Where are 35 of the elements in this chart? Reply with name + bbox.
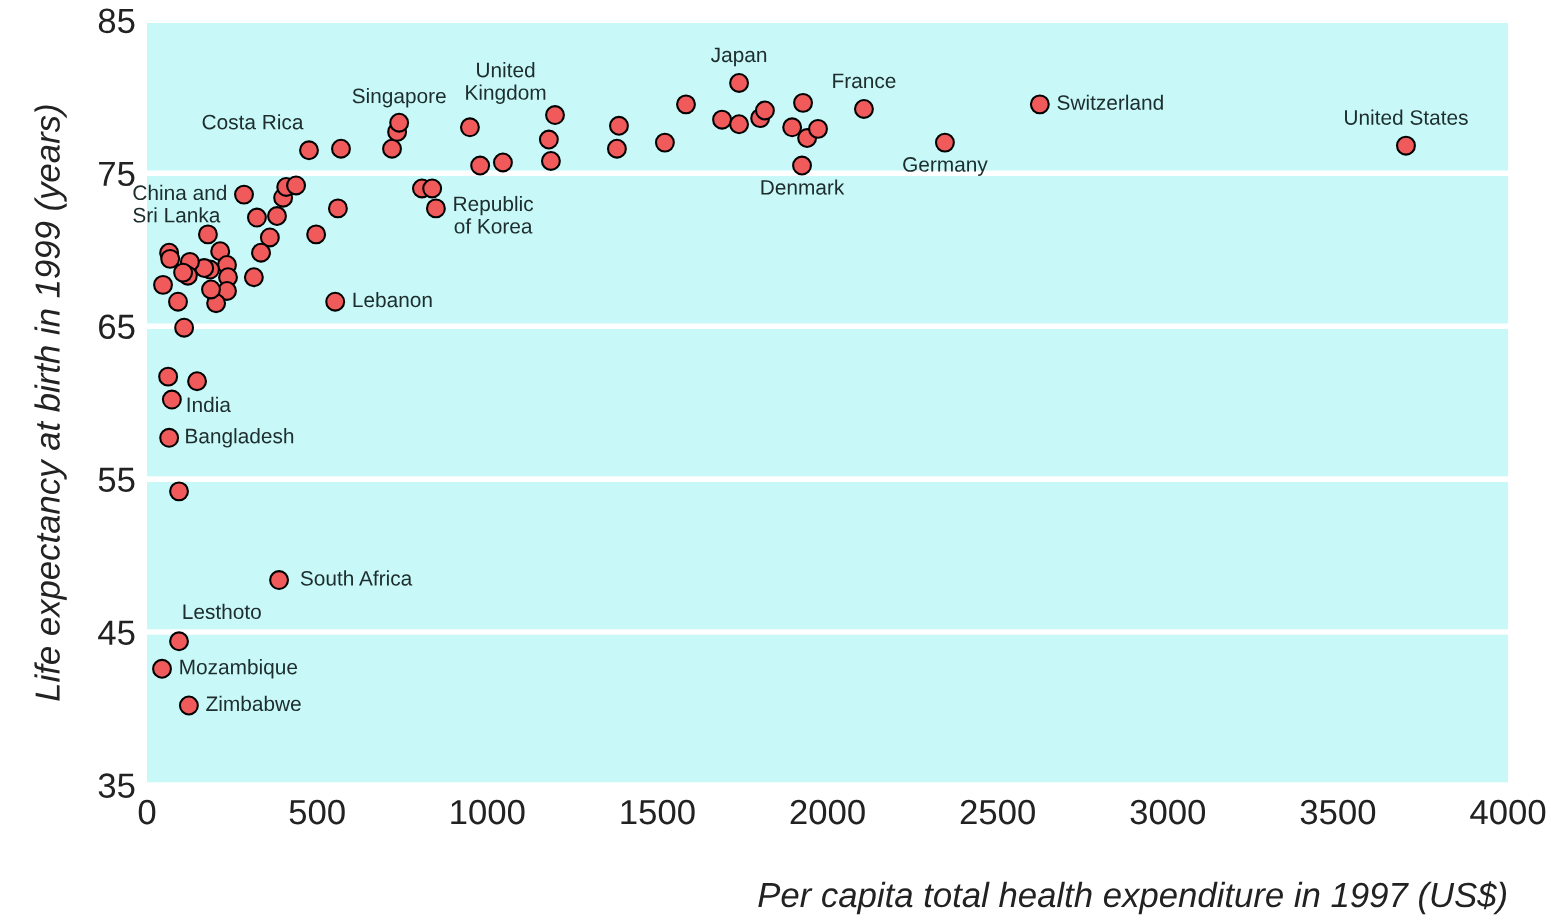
annotation: Singapore <box>352 88 446 108</box>
y-tick-label: 35 <box>98 773 135 798</box>
x-tick-label: 3000 <box>1130 799 1206 825</box>
x-tick-label: 0 <box>138 799 156 825</box>
annotation: Bangladesh <box>186 428 294 448</box>
annotation: Zimbabwe <box>206 695 301 712</box>
annotation: Mozambique <box>180 659 298 679</box>
y-tick-label: 85 <box>98 8 135 34</box>
annotation: France <box>833 73 896 89</box>
annotation: United Kingdom <box>466 62 546 104</box>
x-tick-label: 2000 <box>790 799 865 825</box>
y-tick-label: 75 <box>99 161 135 187</box>
x-tick-label: 2500 <box>960 799 1035 825</box>
y-axis-title: Life expectancy at birth in 1999 (years) <box>34 105 67 701</box>
annotation: China and Sri Lanka <box>133 184 226 223</box>
annotation: Switzerland <box>1057 94 1163 110</box>
annotation: Japan <box>711 47 767 67</box>
annotation: Republic of Korea <box>454 195 534 234</box>
x-tick-label: 500 <box>289 799 345 825</box>
annotation: Lesthoto <box>183 603 261 620</box>
annotation: Lebanon <box>353 291 432 308</box>
annotation: Denmark <box>761 179 845 195</box>
x-tick-label: 1000 <box>451 799 525 825</box>
annotation: India <box>187 396 231 413</box>
annotation: Costa Rica <box>202 114 304 130</box>
y-tick-label: 45 <box>98 620 135 645</box>
x-tick-label: 1500 <box>621 799 695 825</box>
y-tick-label: 55 <box>98 467 135 493</box>
x-tick-label: 3500 <box>1300 799 1376 825</box>
x-axis-title: Per capita total health expenditure in 1997 (US$) <box>758 881 1507 915</box>
annotation: South Africa <box>300 570 413 586</box>
annotation: Germany <box>903 157 988 176</box>
x-tick-label: 4000 <box>1470 799 1546 825</box>
annotation: United States <box>1345 109 1468 125</box>
y-tick-label: 65 <box>99 314 135 340</box>
